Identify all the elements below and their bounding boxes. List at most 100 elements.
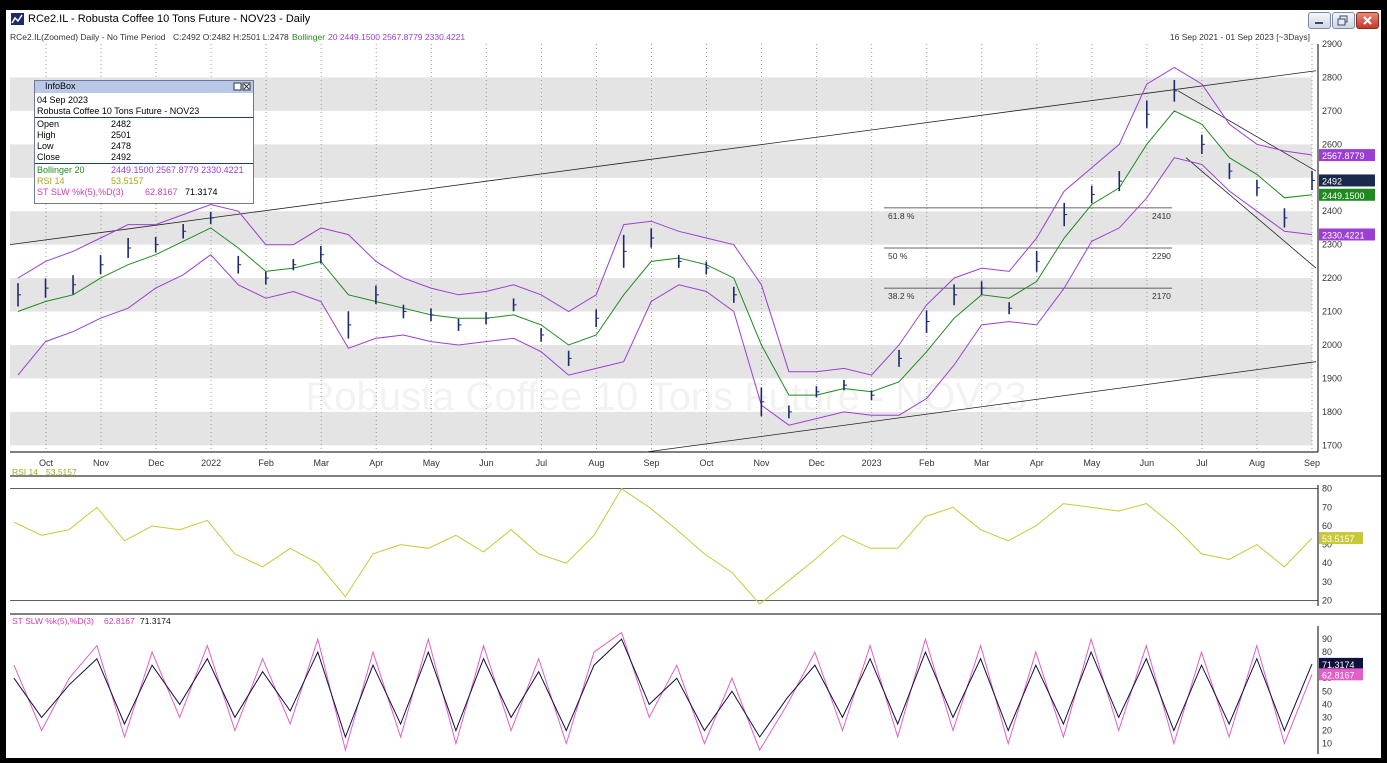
stochastic-pane[interactable]: ST SLW %k(5),%D(3) 62.8167 71.317410203040… [10,613,1381,754]
header-ohlc: C:2492 O:2482 H:2501 L:2478 [173,32,289,42]
x-tick-label: Nov [754,458,771,468]
x-tick-label: Feb [919,458,935,468]
price-tag-box [1319,188,1375,201]
restore-icon [1337,15,1348,26]
stoch-y-tick-label: 10 [1322,739,1332,749]
infobox-window-icons[interactable] [233,82,251,92]
infobox-low-value: 2478 [111,141,132,151]
y-tick-label: 2900 [1322,39,1342,49]
infobox-open-value: 2482 [111,119,132,129]
infobox-high-value: 2501 [111,130,132,140]
x-tick-label: Sep [1304,458,1320,468]
price-tag-label: 2492 [1322,176,1342,186]
infobox-date: 04 Sep 2023 [37,95,89,105]
infobox-rsi-label: RSI 14 [37,176,65,186]
x-tick-label: Oct [700,458,715,468]
y-tick-label: 1800 [1322,407,1342,417]
infobox-panel[interactable]: InfoBox 04 Sep 2023 Robusta Coffee 10 To… [34,80,254,204]
rsi-y-tick-label: 40 [1322,558,1332,568]
minimize-icon [1315,22,1323,24]
chart-area[interactable]: RCe2.IL(Zoomed) Daily - No Time Period C… [6,30,1381,758]
chart-watermark: Robusta Coffee 10 Tons Future - NOV23 [305,375,1026,419]
infobox-rsi-value: 53.5157 [111,176,144,186]
y-tick-label: 1700 [1322,440,1342,450]
fib-level-label: 50 % [888,251,908,261]
x-tick-label: Dec [148,458,165,468]
x-tick-label: Mar [313,458,329,468]
rsi-y-tick-label: 70 [1322,502,1332,512]
rsi-y-tick-label: 60 [1322,521,1332,531]
fib-level-value: 2410 [1152,211,1171,221]
infobox-title: InfoBox [45,81,76,91]
infobox-bollinger-label: Bollinger 20 [37,165,85,175]
stoch-title: ST SLW %k(5),%D(3) [12,616,94,626]
infobox-high-label: High [37,130,56,140]
y-tick-label: 2400 [1322,206,1342,216]
price-tag-box [1319,174,1375,187]
stoch-y-tick-label: 90 [1322,634,1332,644]
infobox-stoch-label: ST SLW %k(5),%D(3) [37,187,124,197]
stoch-y-tick-label: 20 [1322,725,1332,735]
chart-header: RCe2.IL(Zoomed) Daily - No Time Period C… [10,32,1310,42]
rsi-value-tag-label: 53.5157 [1322,534,1355,544]
y-tick-label: 2800 [1322,72,1342,82]
infobox-stoch-k: 62.8167 [145,187,178,197]
rsi-y-tick-label: 30 [1322,577,1332,587]
rsi-y-tick-label: 80 [1322,484,1332,494]
minimize-button[interactable] [1308,12,1331,29]
window-title: RCe2.IL - Robusta Coffee 10 Tons Future … [28,13,311,25]
header-bollinger-label: Bollinger [292,32,325,42]
infobox-stoch-d: 71.3174 [185,187,218,197]
restore-button[interactable] [1332,12,1355,29]
rsi-title: RSI 14 [12,467,38,477]
chart-app-icon [11,13,24,25]
stoch-y-tick-label: 30 [1322,712,1332,722]
trendline-down-upper [1177,90,1317,172]
y-tick-label: 2300 [1322,240,1342,250]
x-tick-label: Jun [479,458,494,468]
x-tick-label: May [423,458,441,468]
rsi-title-value: 53.5157 [46,467,77,477]
header-date-range: 16 Sep 2021 - 01 Sep 2023 [~3Days] [1170,32,1310,42]
y-tick-label: 2700 [1322,106,1342,116]
header-symbol: RCe2.IL(Zoomed) Daily - No Time Period [10,32,166,42]
price-band-shade [10,278,1312,312]
price-band-shade [10,411,1312,446]
infobox-close-label: Close [37,152,61,162]
x-tick-label: Nov [93,458,110,468]
x-tick-label: Feb [258,458,274,468]
x-tick-label: May [1083,458,1101,468]
infobox-low-label: Low [37,141,54,151]
x-tick-label: Mar [974,458,990,468]
infobox-bollinger-values: 2449.1500 2567.8779 2330.4221 [111,165,244,175]
close-button[interactable] [1356,12,1379,29]
header-bollinger-values: 20 2449.1500 2567.8779 2330.4221 [328,32,465,42]
y-tick-label: 2600 [1322,139,1342,149]
x-tick-label: Apr [1030,458,1044,468]
stoch-d-tag-label: 71.3174 [1322,660,1355,670]
close-icon [1363,16,1372,25]
x-tick-label: Apr [369,458,383,468]
trendline-down-lower [1185,157,1317,269]
fib-level-value: 2290 [1152,251,1171,261]
stoch-y-tick-label: 40 [1322,699,1332,709]
x-tick-label: 2023 [862,458,882,468]
rsi-y-tick-label: 50 [1322,540,1332,550]
stoch-y-tick-label: 50 [1322,686,1332,696]
bollinger-upper-line [17,66,1313,376]
x-tick-label: Jul [536,458,548,468]
price-pane[interactable]: Oct Nov Dec 2022 Feb Mar Apr May Jun Jul Aug Sep Oct… [9,39,1375,468]
stoch-k-tag [1319,668,1363,681]
y-tick-label: 2100 [1322,307,1342,317]
rsi-line [13,487,1313,605]
rsi-pane[interactable]: RSI 14 53.5157 20 30 40 50 60 70 80 53.5157 [10,467,1381,606]
price-band-shade [10,344,1312,379]
x-tick-label: Jul [1196,458,1208,468]
stoch-d-line [13,638,1313,739]
x-tick-label: Oct [39,458,54,468]
x-tick-label: 2022 [201,458,221,468]
infobox-header[interactable]: InfoBox [35,81,253,93]
chart-canvas[interactable]: RCe2.IL(Zoomed) Daily - No Time Period C… [6,30,1381,758]
x-tick-label: Dec [809,458,826,468]
